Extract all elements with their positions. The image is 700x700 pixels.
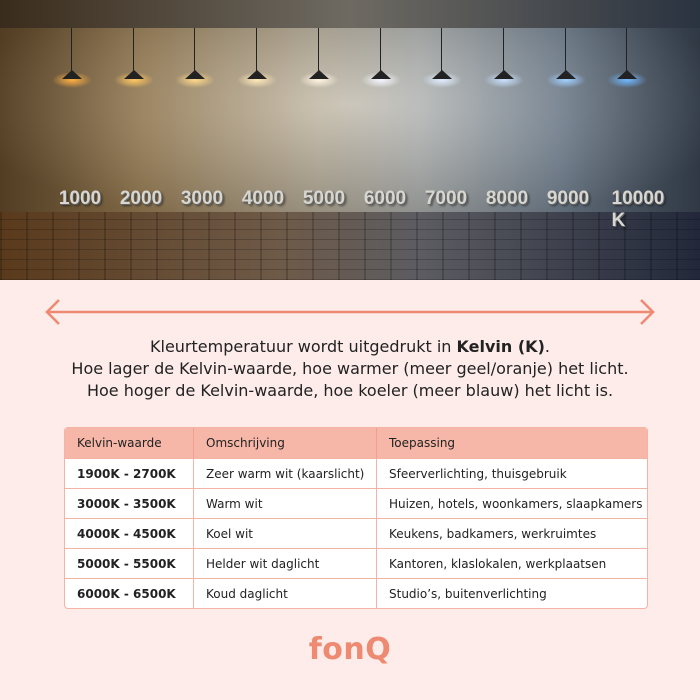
description-cell: Koel wit [194,518,377,548]
lamp-cord [132,28,134,72]
table-row: 3000K - 3500K Warm wit Huizen, hotels, woo… [65,488,647,518]
color-temperature-photo: 1000 2000 3000 4000 5000 6000 7000 8000 9000 1000… [0,0,700,280]
kelvin-cell: 4000K - 4500K [65,518,194,548]
header-kelvin: Kelvin-waarde [65,428,194,458]
intro-line-2: Hoe lager de Kelvin-waarde, hoe warmer (… [71,359,629,378]
kelvin-scale-label: 8000 [485,188,529,209]
kelvin-cell: 5000K - 5500K [65,548,194,578]
kelvin-scale-label: 3000 [180,188,224,209]
description-cell: Helder wit daglicht [194,548,377,578]
fonq-logo: fonQ [308,632,392,667]
table-header: Kelvin-waarde Omschrijving Toepassing [65,428,647,458]
pendant-lamp [237,0,278,90]
lamp-shade [123,70,144,79]
kelvin-table: Kelvin-waarde Omschrijving Toepassing 19… [64,427,648,609]
lamp-shade [308,70,329,79]
pendant-lamp [360,0,401,90]
description-cell: Koud daglicht [194,578,377,608]
pendant-lamp [175,0,216,90]
application-cell: Studio’s, buitenverlichting [377,578,647,608]
kelvin-scale-label: 4000 [241,188,285,209]
kelvin-bold: Kelvin (K) [456,337,545,356]
lamp-shade [617,70,638,79]
intro-period: . [544,337,550,356]
kelvin-scale-label: 5000 [302,188,346,209]
kelvin-cell: 6000K - 6500K [65,578,194,608]
lamp-cord [564,28,566,72]
wall [0,28,700,218]
application-cell: Keukens, badkamers, werkruimtes [377,518,647,548]
application-cell: Kantoren, klaslokalen, werkplaatsen [377,548,647,578]
pendant-lamp [113,0,154,90]
kelvin-scale-label: 2000 [119,188,163,209]
pendant-lamp [483,0,524,90]
application-cell: Sfeerverlichting, thuisgebruik [377,458,647,488]
floor [0,212,700,280]
lamp-cord [502,28,504,72]
lamp-shade [247,70,268,79]
lamp-shade [185,70,206,79]
intro-line-1: Kleurtemperatuur wordt uitgedrukt in [150,337,457,356]
pendant-lamp [298,0,339,90]
kelvin-cell: 1900K - 2700K [65,458,194,488]
kelvin-cell: 3000K - 3500K [65,488,194,518]
lamp-cord [194,28,196,72]
lamp-shade [432,70,453,79]
header-omschrijving: Omschrijving [194,428,377,458]
table-row: 4000K - 4500K Koel wit Keukens, badkamers,… [65,518,647,548]
kelvin-scale-label: 1000 [58,188,102,209]
description-cell: Zeer warm wit (kaarslicht) [194,458,377,488]
ceiling [0,0,700,28]
lamp-cord [379,28,381,72]
lamp-cord [441,28,443,72]
application-cell: Huizen, hotels, woonkamers, slaapkamers [377,488,647,518]
intro-line-3: Hoe hoger de Kelvin-waarde, hoe koeler (… [86,381,614,400]
pendant-lamp [422,0,463,90]
lamp-shade [555,70,576,79]
pendant-lamp [52,0,92,90]
table-row: 1900K - 2700K Zeer warm wit (kaarslicht) S… [65,458,647,488]
kelvin-scale-label: 7000 [424,188,468,209]
lamp-cord [626,28,628,72]
lamp-shade [62,70,82,79]
lamp-shade [493,70,514,79]
intro-text: Kleurtemperatuur wordt uitgedrukt in Kel… [0,336,700,402]
lamp-cord [256,28,258,72]
lamp-cord [317,28,319,72]
table-row: 6000K - 6500K Koud daglicht Studio’s, buit… [65,578,647,608]
double-arrow-icon [45,299,655,325]
lamp-shade [370,70,391,79]
kelvin-scale: 1000 2000 3000 4000 5000 6000 7000 8000 9000 1000… [0,188,700,231]
pendant-lamp [545,0,586,90]
table-row: 5000K - 5500K Helder wit daglicht Kantoren… [65,548,647,578]
kelvin-scale-label: 9000 [546,188,590,209]
pendant-lamp [607,0,648,90]
header-toepassing: Toepassing [377,428,647,458]
lamp-cord [71,28,72,72]
description-cell: Warm wit [194,488,377,518]
kelvin-scale-label: 10000 K [611,188,665,231]
kelvin-scale-label: 6000 [363,188,407,209]
